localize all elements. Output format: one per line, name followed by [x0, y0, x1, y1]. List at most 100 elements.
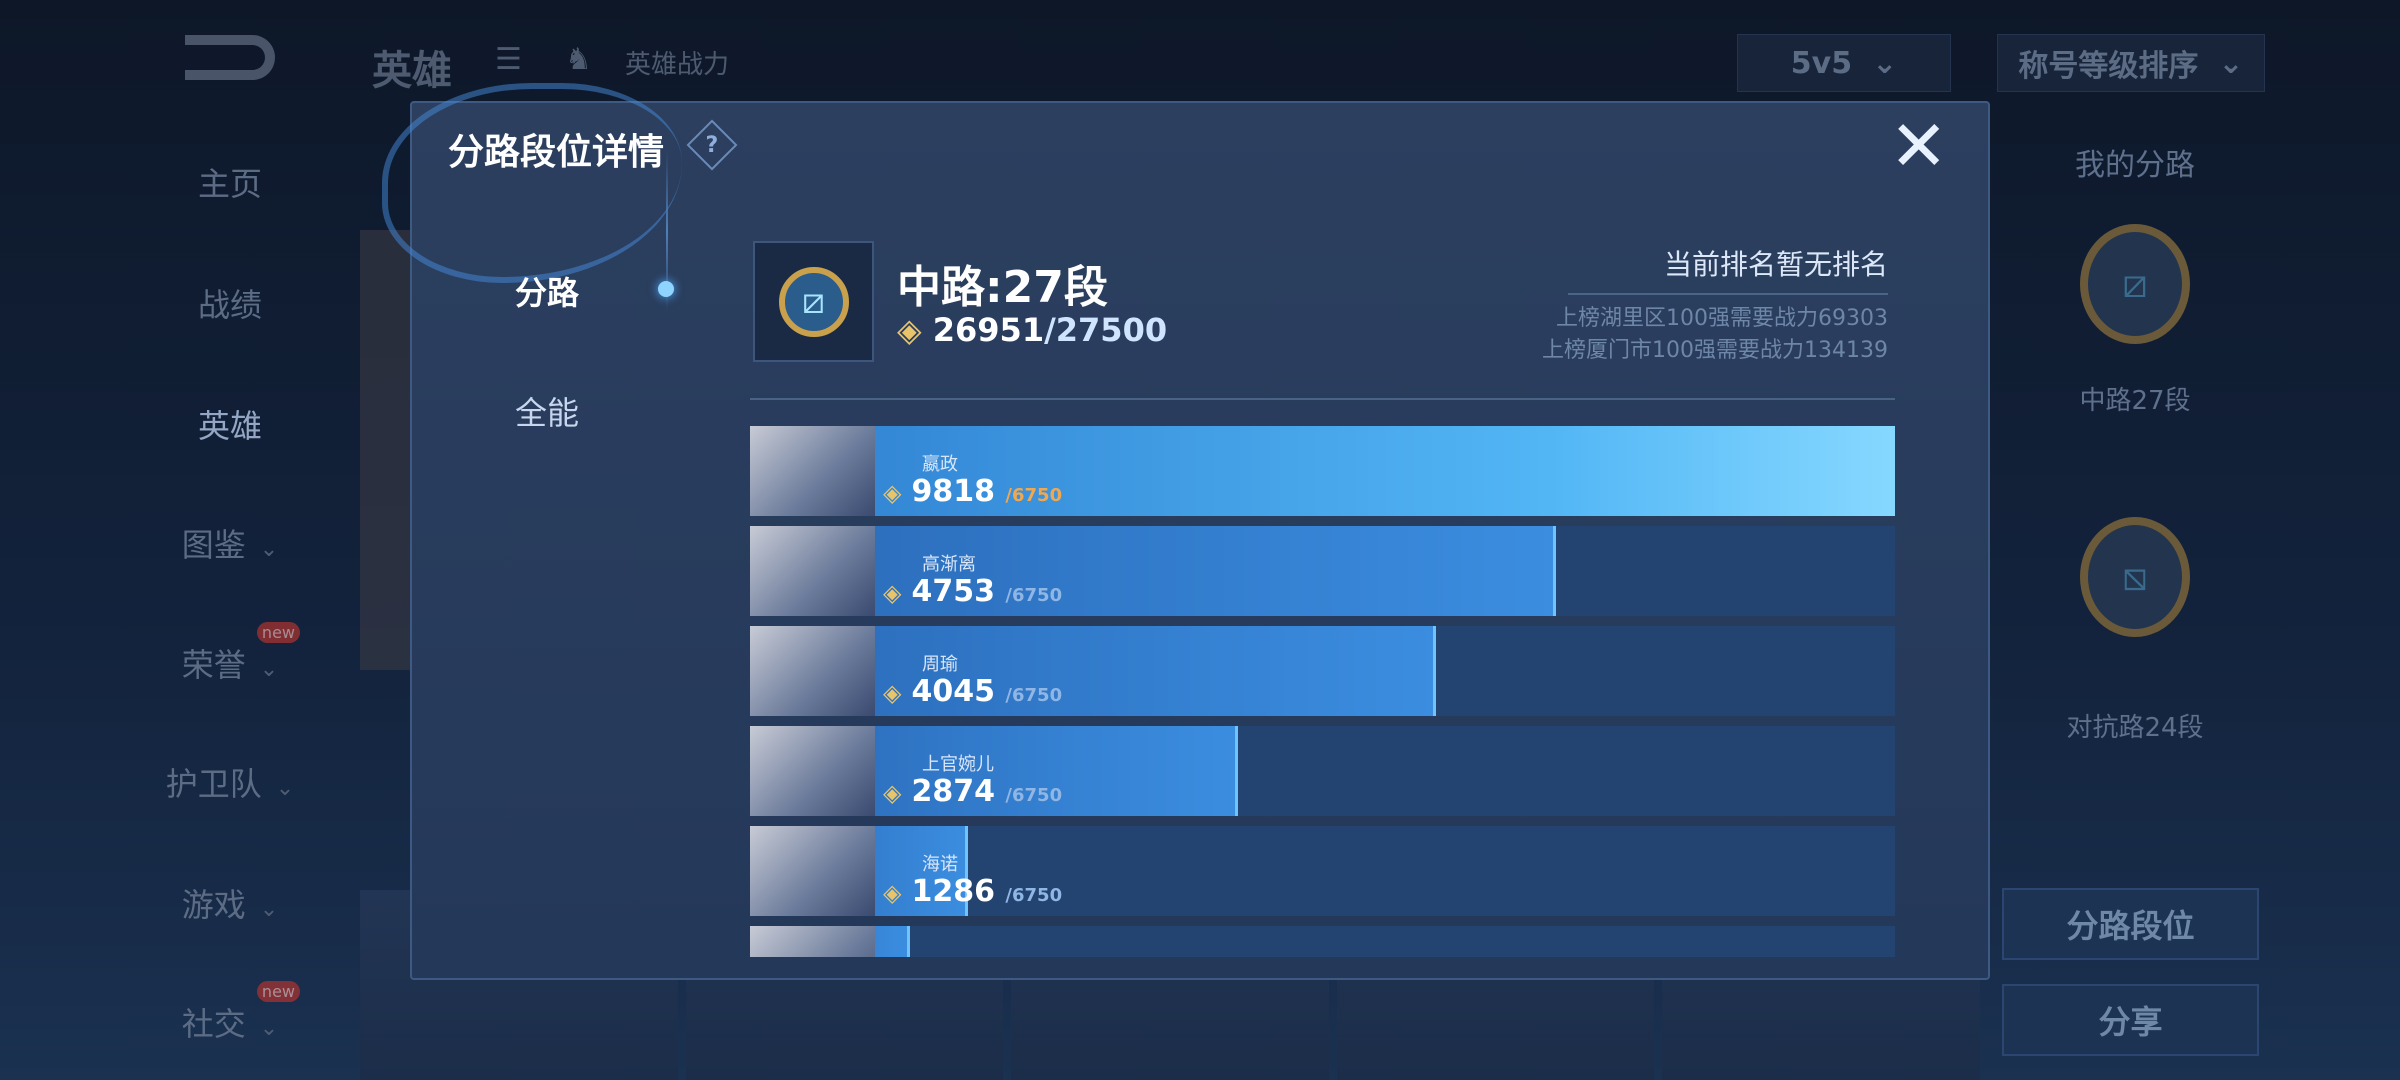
sidebar-item[interactable]: 游戏 ⌄ [120, 880, 340, 926]
hero-power-link[interactable]: 英雄战力 [625, 50, 730, 80]
lane-points: ◈ 26951/27500 [897, 311, 1167, 349]
sidebar-item-label: 荣誉 [181, 646, 246, 684]
power-value: 2874 [911, 774, 995, 809]
sort-dropdown[interactable]: 称号等级排序 ⌄ [1997, 34, 2265, 92]
power-icon: ◈ [897, 311, 922, 349]
chevron-down-icon: ⌄ [275, 776, 295, 801]
lane-rank-button[interactable]: 分路段位 [2002, 888, 2259, 960]
sidebar-item-label: 英雄 [197, 407, 262, 445]
hero-power: ◈ 1286 /6750 [883, 874, 1062, 909]
chevron-down-icon: ⌄ [259, 897, 279, 922]
sort-value: 称号等级排序 [2018, 49, 2199, 84]
hero-portrait [750, 926, 875, 957]
hero-power-icon[interactable]: ♞ [565, 42, 592, 77]
hero-name: 高渐离 [922, 554, 976, 575]
power-max: /6750 [1005, 585, 1063, 606]
lane-rank-detail-modal: 分路段位详情 ? ✕ 分路 全能 ⧄ 中路:27段 ◈ 26951/27500 … [382, 83, 1990, 980]
hero-portrait [750, 426, 875, 516]
list-icon[interactable]: ☰ [495, 42, 522, 77]
rank-requirement: 上榜湖里区100强需要战力69303 [1556, 306, 1888, 331]
sidebar-item-label: 战绩 [197, 286, 262, 324]
badge-label: 中路27段 [2079, 386, 2191, 416]
my-lanes-title: 我的分路 [2075, 148, 2195, 183]
divider [1568, 293, 1888, 295]
active-tab-indicator [658, 281, 674, 297]
sidebar-item[interactable]: 荣誉 ⌄ new [120, 622, 340, 686]
hero-row[interactable]: 嬴政 ◈ 9818 /6750 [750, 426, 1895, 516]
sidebar-item[interactable]: 主页 [120, 159, 340, 205]
hero-name: 海诺 [922, 854, 958, 875]
power-value: 9818 [911, 474, 995, 509]
new-badge: new [256, 981, 300, 1002]
hero-row[interactable]: 上官婉儿 ◈ 2874 /6750 [750, 726, 1895, 816]
chevron-down-icon: ⌄ [2218, 45, 2244, 81]
chevron-down-icon: ⌄ [259, 537, 279, 562]
chevron-down-icon: ⌄ [1872, 45, 1898, 81]
sidebar-item-label: 主页 [197, 165, 262, 203]
mode-dropdown[interactable]: 5v5 ⌄ [1737, 34, 1951, 92]
power-value: 1286 [911, 874, 995, 909]
power-value: 4753 [911, 574, 995, 609]
hero-power-list[interactable]: 嬴政 ◈ 9818 /6750 高渐离 ◈ 4753 /6750 周瑜 ◈ 4045 /6… [750, 426, 1895, 957]
hero-power: ◈ 9818 /6750 [883, 474, 1062, 509]
mid-lane-badge-icon[interactable]: ⧄ [2080, 224, 2190, 344]
hero-power: ◈ 4045 /6750 [883, 674, 1062, 709]
my-lanes-panel: 我的分路 ⧄ 中路27段 ⧅ 对抗路24段 [1990, 140, 2280, 744]
sidebar-item[interactable]: 护卫队 ⌄ [120, 759, 340, 805]
sidebar-item[interactable]: 英雄 [120, 401, 340, 447]
rank-requirement: 上榜厦门市100强需要战力134139 [1542, 338, 1888, 363]
mode-value: 5v5 [1790, 45, 1853, 81]
hero-row[interactable]: 高渐离 ◈ 4753 /6750 [750, 526, 1895, 616]
power-max: /6750 [1005, 485, 1063, 506]
sidebar-item[interactable]: 战绩 [120, 280, 340, 326]
hero-portrait [750, 526, 875, 616]
hero-name: 嬴政 [922, 454, 958, 475]
points-max: /27500 [1044, 311, 1168, 349]
power-icon: ◈ [883, 479, 902, 507]
tab-all-round[interactable]: 全能 [514, 394, 579, 432]
hero-name: 上官婉儿 [922, 754, 994, 775]
divider [750, 398, 1895, 400]
page-title: 英雄 [372, 48, 452, 94]
help-glyph: ? [705, 132, 719, 158]
sidebar: 主页战绩英雄图鉴 ⌄ 荣誉 ⌄ new 护卫队 ⌄ 游戏 ⌄ 社交 ⌄ new [0, 0, 350, 1080]
rank-info: 当前排名暂无排名 上榜湖里区100强需要战力69303 上榜厦门市100强需要战… [1542, 243, 1888, 367]
new-badge: new [256, 622, 300, 643]
power-max: /6750 [1005, 885, 1063, 906]
lane-title: 中路:27段 [897, 262, 1108, 313]
sidebar-item-label: 社交 [181, 1005, 246, 1043]
power-max: /6750 [1005, 685, 1063, 706]
progress-fill [750, 426, 1895, 516]
tab-lane[interactable]: 分路 [514, 274, 579, 312]
progress-fill [750, 526, 1557, 616]
power-icon: ◈ [883, 579, 902, 607]
share-button[interactable]: 分享 [2002, 984, 2259, 1056]
sidebar-item[interactable]: 图鉴 ⌄ [120, 520, 340, 566]
close-icon[interactable]: ✕ [1889, 105, 1948, 187]
power-icon: ◈ [883, 679, 902, 707]
hero-portrait [750, 726, 875, 816]
hero-name: 周瑜 [922, 654, 958, 675]
hero-portrait [750, 826, 875, 916]
sidebar-item-label: 图鉴 [181, 526, 246, 564]
power-icon: ◈ [883, 779, 902, 807]
sidebar-item-label: 游戏 [181, 886, 246, 924]
hero-row[interactable]: 海诺 ◈ 1286 /6750 [750, 826, 1895, 916]
hero-power: ◈ 4753 /6750 [883, 574, 1062, 609]
help-icon[interactable]: ? [686, 119, 738, 171]
mid-lane-icon: ⧄ [753, 241, 874, 362]
modal-title: 分路段位详情 [448, 132, 665, 173]
rank-status: 当前排名暂无排名 [1663, 248, 1888, 281]
back-button[interactable] [185, 35, 275, 80]
top-lane-badge-icon[interactable]: ⧅ [2080, 517, 2190, 637]
hero-row[interactable] [750, 926, 1895, 957]
sidebar-item[interactable]: 社交 ⌄ new [120, 981, 340, 1045]
decorative-wave [382, 83, 682, 283]
chevron-down-icon: ⌄ [259, 1016, 279, 1041]
hero-power: ◈ 2874 /6750 [883, 774, 1062, 809]
power-max: /6750 [1005, 785, 1063, 806]
tab-divider [666, 151, 668, 311]
power-value: 4045 [911, 674, 995, 709]
chevron-down-icon: ⌄ [259, 657, 279, 682]
hero-row[interactable]: 周瑜 ◈ 4045 /6750 [750, 626, 1895, 716]
